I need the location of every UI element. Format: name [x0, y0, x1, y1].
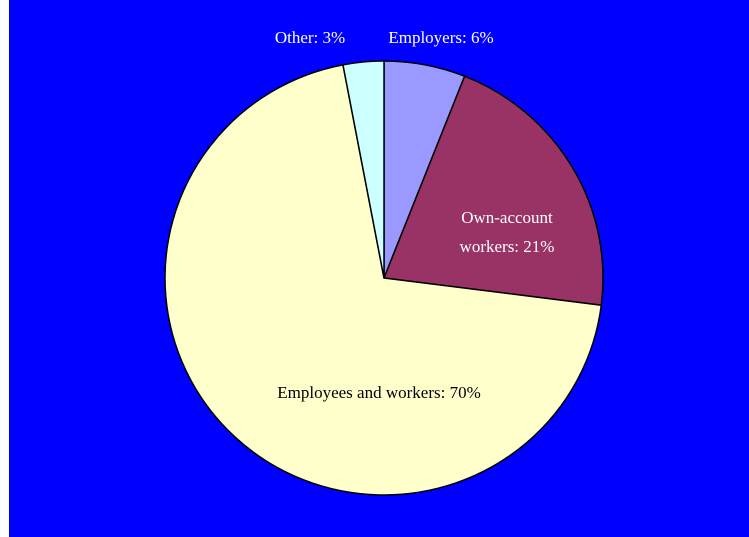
slice-label-employers: Employers: 6%: [388, 28, 493, 47]
pie-chart: Employers: 6% Own-account workers: 21% Empl…: [164, 28, 604, 496]
pie-slice-other: [342, 60, 385, 279]
chart-frame: Employers: 6% Own-account workers: 21% Empl…: [9, 0, 749, 537]
pie-slice-own-account-workers: [382, 75, 604, 307]
pie-slice-employees-and-workers: [164, 63, 603, 496]
slice-label-own-account-workers: Own-account workers: 21%: [460, 208, 555, 256]
slice-label-employees-and-workers: Employees and workers: 70%: [277, 383, 480, 402]
slice-label-other: Other: 3%: [275, 28, 345, 47]
